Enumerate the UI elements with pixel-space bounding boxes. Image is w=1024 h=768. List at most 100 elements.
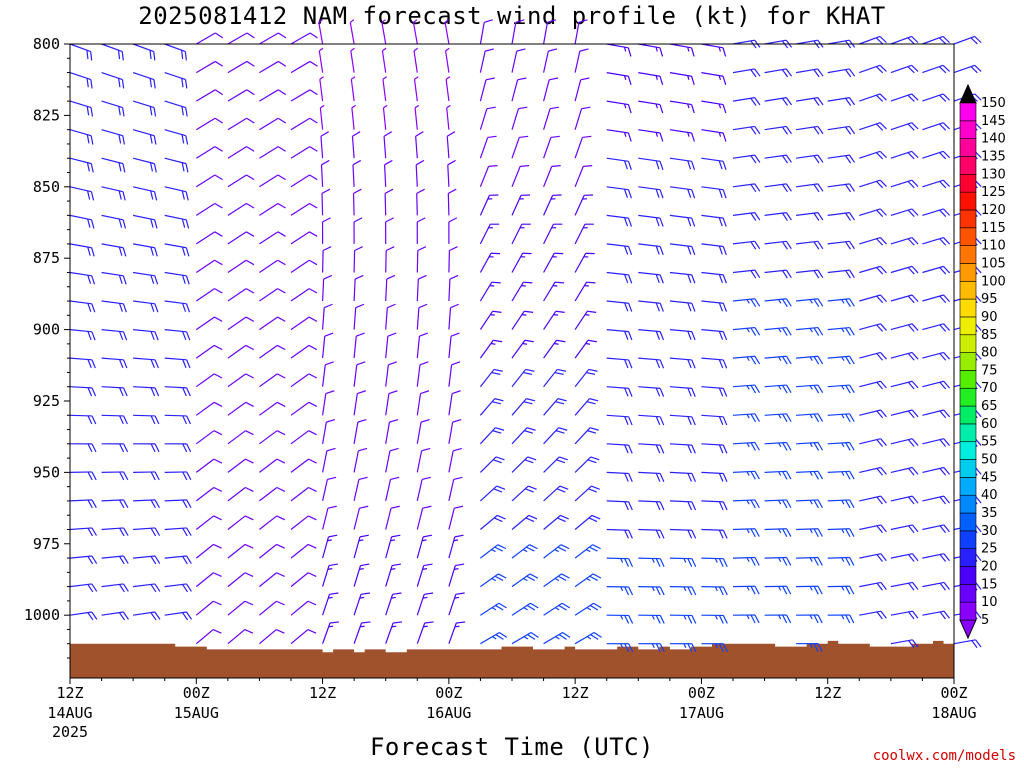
wind-barb — [479, 77, 495, 102]
barb-flag — [849, 413, 855, 422]
barb-half-flag — [520, 256, 526, 258]
barb-flag — [357, 418, 367, 423]
barb-flag — [352, 131, 361, 137]
x-tick-label: 00Z — [435, 684, 462, 702]
wind-barb — [353, 246, 363, 273]
wind-barb — [290, 32, 318, 45]
barb-flag — [655, 444, 661, 454]
barb-half-flag — [522, 549, 528, 553]
wind-barb — [259, 344, 286, 359]
barb-flag — [624, 586, 630, 596]
barb-flag — [389, 418, 399, 423]
barb-flag — [360, 563, 370, 567]
barb-flag — [245, 401, 254, 407]
barb-staff — [164, 72, 186, 81]
wind-barb — [164, 443, 192, 453]
barb-flag — [588, 517, 598, 523]
barb-staff — [922, 237, 944, 245]
barb-flag — [308, 344, 318, 351]
barb-staff — [922, 380, 944, 388]
barb-flag — [554, 252, 564, 255]
barb-half-flag — [718, 75, 722, 81]
barb-flag — [118, 134, 122, 144]
barb-flag — [587, 310, 597, 313]
barb-flag — [353, 188, 362, 194]
wind-barb — [164, 271, 190, 285]
barb-staff — [543, 137, 552, 159]
wind-barb — [827, 499, 855, 509]
barb-flag — [781, 69, 789, 78]
wind-barb — [922, 409, 951, 419]
barb-staff — [322, 278, 325, 302]
barb-half-flag — [454, 625, 460, 628]
barb-flag — [817, 557, 823, 566]
barb-flag — [691, 189, 696, 199]
barb-half-flag — [778, 557, 782, 562]
barb-staff — [353, 450, 359, 473]
barb-flag — [356, 332, 365, 337]
barb-staff — [543, 195, 554, 216]
colorbar-swatch — [959, 120, 977, 139]
barb-flag — [659, 303, 664, 312]
barb-half-flag — [778, 528, 782, 534]
barb-flag — [309, 89, 318, 96]
barb-flag — [491, 281, 501, 284]
barb-flag — [627, 246, 633, 256]
barb-flag — [659, 615, 665, 624]
barb-flag — [87, 387, 93, 397]
wind-barb — [543, 106, 559, 130]
wind-barb — [480, 573, 507, 588]
barb-flag — [813, 241, 820, 250]
barb-staff — [322, 422, 327, 444]
wind-barb — [480, 514, 506, 530]
wind-barb — [764, 125, 792, 135]
barb-flag — [659, 501, 665, 511]
barb-staff — [543, 485, 561, 502]
wind-barb — [353, 217, 363, 244]
barb-half-flag — [718, 103, 722, 109]
wind-barb — [227, 401, 254, 416]
barb-staff — [385, 479, 392, 502]
wind-barb — [922, 150, 951, 160]
wind-barb — [353, 476, 368, 502]
wind-barb — [922, 466, 950, 476]
wind-barb — [385, 303, 396, 330]
wind-barb — [953, 35, 982, 45]
barb-flag — [245, 288, 255, 294]
barb-staff — [227, 117, 247, 131]
wind-barb — [259, 32, 287, 45]
wind-barb — [69, 555, 98, 565]
barb-half-flag — [523, 636, 529, 640]
barb-flag — [943, 582, 950, 590]
barb-flag — [493, 368, 503, 372]
wind-barb — [381, 19, 387, 45]
wind-barb — [606, 528, 633, 539]
wind-barb — [890, 179, 919, 189]
barb-flag — [718, 274, 723, 284]
barb-half-flag — [778, 299, 782, 304]
wind-barb — [764, 556, 792, 566]
credit-link[interactable]: coolwx.com/models — [872, 748, 1016, 764]
wind-barb — [227, 117, 255, 131]
barb-flag — [907, 123, 915, 131]
wind-barb — [415, 131, 424, 159]
barb-flag — [123, 499, 129, 509]
barb-flag — [587, 430, 597, 434]
barb-flag — [119, 527, 125, 537]
wind-barb — [133, 555, 161, 565]
barb-flag — [907, 238, 915, 246]
barb-flag — [848, 126, 856, 135]
barb-half-flag — [414, 76, 419, 80]
barb-flag — [943, 380, 951, 389]
wind-barb — [701, 586, 728, 596]
barb-staff — [606, 72, 629, 77]
barb-flag — [212, 629, 222, 634]
barb-flag — [309, 174, 318, 181]
barb-flag — [383, 131, 393, 137]
barb-flag — [149, 162, 154, 172]
barb-staff — [227, 288, 247, 302]
wind-barb — [133, 329, 159, 341]
barb-staff — [890, 122, 912, 131]
barb-flag — [908, 582, 915, 591]
barb-flag — [691, 76, 695, 85]
